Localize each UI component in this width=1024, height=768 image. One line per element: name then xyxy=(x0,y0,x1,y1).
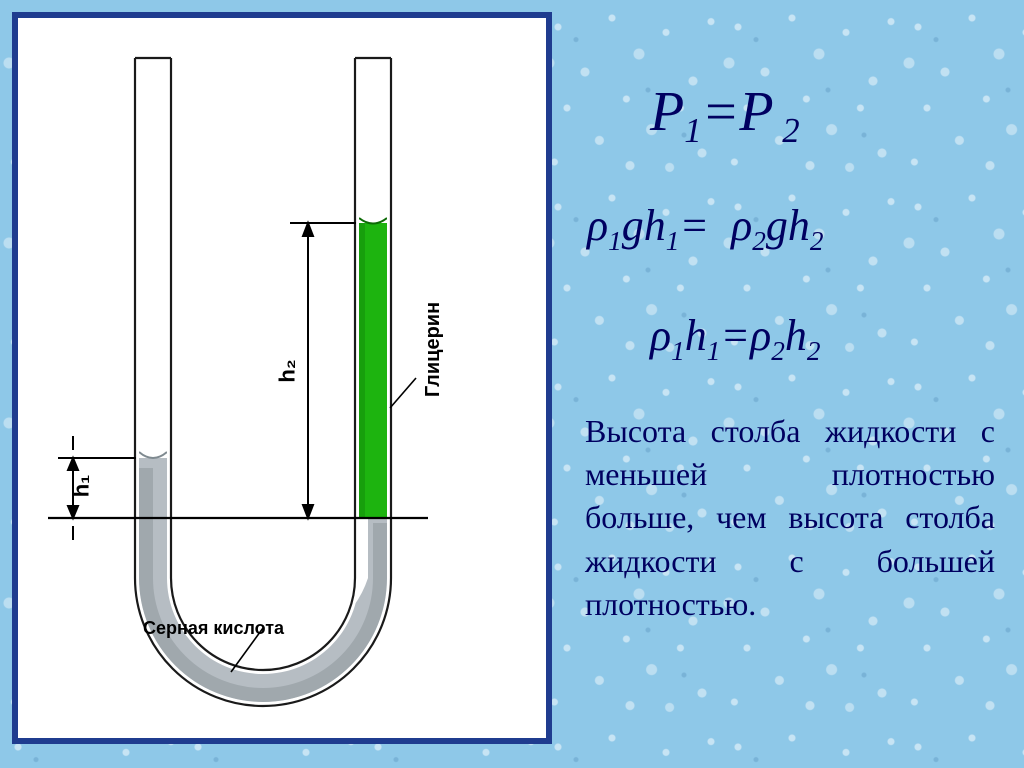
equation-1: P1=P 2 xyxy=(650,80,800,151)
liquid-glycerin xyxy=(355,218,391,518)
glycerin-leader xyxy=(390,378,416,408)
sulfuric-acid-label: Серная кислота xyxy=(143,618,284,639)
equation-3: ρ1h1=ρ2h2 xyxy=(650,310,821,367)
glycerin-label: Глицерин xyxy=(422,302,445,397)
h2-label: h₂ xyxy=(275,359,301,382)
h1-label: h₁ xyxy=(68,475,94,498)
right-pane: P1=P 2 ρ1gh1= ρ2gh2 ρ1h1=ρ2h2 Высота сто… xyxy=(575,0,1010,768)
explanation-text: Высота столба жидкости с меньшей плотнос… xyxy=(585,410,995,626)
equation-2: ρ1gh1= ρ2gh2 xyxy=(587,200,824,257)
diagram-panel: h₁ h₂ Глицерин Серная кислота xyxy=(12,12,552,744)
tube-walls xyxy=(135,58,391,706)
liquid-sulfuric-acid xyxy=(128,452,398,718)
